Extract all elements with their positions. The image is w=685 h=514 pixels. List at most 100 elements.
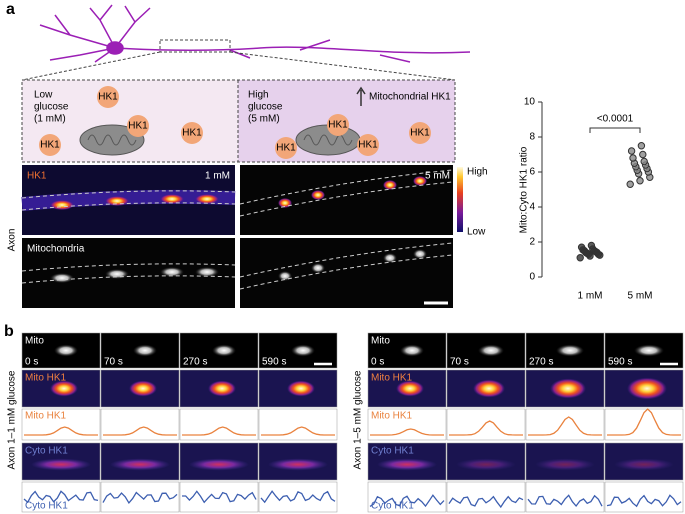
- mito-blob: [54, 344, 78, 357]
- hk1-blob: [550, 378, 586, 399]
- p-value: <0.0001: [597, 114, 634, 125]
- cell: [21, 481, 101, 513]
- hk1-label: HK1: [182, 128, 202, 139]
- y-tick-label: 2: [529, 237, 535, 248]
- hk1-icon: [409, 122, 431, 144]
- hk1-label: HK1: [328, 120, 348, 131]
- row-label: Mito HK1: [371, 373, 413, 384]
- arrow: [356, 86, 366, 106]
- hk1-icon: [327, 114, 349, 136]
- significance-bracket: [589, 127, 641, 133]
- group-label: Axon 1–5 mM glucose: [353, 370, 364, 469]
- blob: [50, 273, 74, 283]
- hk1-blob: [287, 380, 315, 397]
- hk1-icon: [275, 137, 297, 159]
- mito-blob: [212, 344, 236, 357]
- x-tick-label: 1 mM: [578, 291, 603, 302]
- blob: [383, 180, 397, 190]
- blob: [413, 176, 427, 186]
- row-label: Cyto HK1: [25, 501, 68, 512]
- y-axis-label: Mito:Cyto HK1 ratio: [519, 146, 530, 233]
- image-label: HK1: [27, 171, 47, 182]
- hk1-label: HK1: [128, 121, 148, 132]
- axon-outline: [21, 263, 236, 272]
- cell: [446, 332, 526, 369]
- row-label: Mito HK1: [25, 411, 67, 422]
- mito-blob: [556, 344, 584, 357]
- mito-blob: [478, 344, 504, 357]
- time-label: 0 s: [25, 357, 38, 368]
- colorbar: [457, 167, 463, 232]
- row-label: Mito: [25, 336, 44, 347]
- profile: [103, 426, 177, 436]
- hk1-blob: [396, 380, 424, 397]
- profile: [369, 494, 445, 508]
- profile: [102, 491, 178, 505]
- x-tick-label: 5 mM: [628, 291, 653, 302]
- mito-blob: [133, 344, 157, 357]
- cell: [446, 481, 526, 513]
- row-label: Cyto HK1: [25, 446, 68, 457]
- data-point: [626, 180, 634, 188]
- panel-label: b: [4, 323, 14, 340]
- row-label: Mito: [371, 336, 390, 347]
- zoom-box: [159, 39, 231, 53]
- profile: [182, 426, 256, 436]
- profile: [606, 494, 682, 508]
- profile: [261, 426, 335, 436]
- axon-outline: [239, 169, 454, 205]
- data-point: [587, 241, 596, 250]
- time-label: 590 s: [608, 357, 632, 368]
- axon-outline: [239, 242, 454, 278]
- blob: [160, 267, 184, 277]
- condition-label: 1 mM: [205, 171, 230, 182]
- cyto-blob: [535, 458, 595, 471]
- cyto-blob: [268, 458, 328, 471]
- mito-blob: [634, 344, 664, 357]
- y-tick-label: 0: [529, 272, 535, 283]
- profile: [449, 420, 523, 436]
- hk1-icon: [127, 115, 149, 137]
- high-glucose-line: glucose: [248, 102, 283, 113]
- time-label: 70 s: [450, 357, 469, 368]
- cyto-blob: [614, 458, 674, 471]
- high-glucose-line: High: [248, 90, 269, 101]
- profile: [182, 490, 257, 504]
- profile: [370, 428, 444, 436]
- hk1-label: HK1: [410, 128, 430, 139]
- hk1-icon: [181, 122, 203, 144]
- mito-blob: [291, 344, 315, 357]
- axon-outline: [21, 202, 236, 211]
- axon-outline: [239, 181, 454, 217]
- data-point: [627, 147, 636, 155]
- y-tick-label: 8: [529, 132, 535, 143]
- row-label: Mito HK1: [25, 373, 67, 384]
- profile: [607, 408, 681, 436]
- hk1-blob: [129, 380, 157, 397]
- data-point: [629, 154, 637, 162]
- axon-outline: [239, 254, 454, 290]
- low-glucose-line: glucose: [34, 102, 69, 113]
- hk1-blob: [50, 380, 78, 397]
- micrograph: [240, 165, 453, 235]
- row-label: Cyto HK1: [371, 501, 414, 512]
- blob: [383, 253, 397, 263]
- profile: [24, 426, 98, 436]
- y-tick-label: 6: [529, 167, 535, 178]
- blob: [160, 194, 184, 204]
- group-label: Axon 1–1 mM glucose: [7, 370, 18, 469]
- data-point: [637, 142, 646, 150]
- blob: [195, 194, 219, 204]
- profile: [527, 494, 603, 508]
- time-label: 590 s: [262, 357, 286, 368]
- panel-label: a: [6, 1, 15, 18]
- time-label: 270 s: [529, 357, 553, 368]
- profile: [528, 416, 602, 436]
- micrograph: [240, 238, 453, 308]
- cyto-blob: [110, 458, 170, 471]
- cyto-blob: [31, 458, 91, 471]
- profile: [260, 490, 336, 504]
- hk1-label: HK1: [358, 140, 378, 151]
- side-label: Axon: [7, 229, 18, 252]
